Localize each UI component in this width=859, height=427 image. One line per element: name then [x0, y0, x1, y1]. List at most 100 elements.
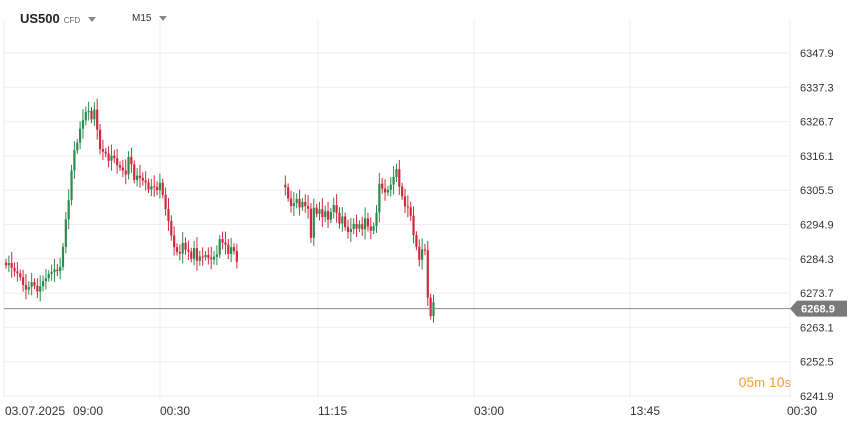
- x-tick-label: 13:45: [630, 404, 660, 418]
- candles: [4, 98, 435, 323]
- candle-body: [178, 252, 181, 254]
- y-tick-label: 6273.7: [800, 288, 834, 300]
- candle-body: [201, 256, 204, 258]
- candle-body: [121, 167, 124, 171]
- candle-body: [41, 281, 45, 287]
- candle-body: [341, 216, 344, 224]
- candle-body: [70, 170, 73, 201]
- candle-body: [181, 242, 184, 254]
- candle-body: [33, 282, 36, 286]
- candle-body: [312, 207, 315, 238]
- symbol-selector[interactable]: US500 CFD: [20, 11, 97, 26]
- candle-body: [153, 186, 156, 188]
- interval-dropdown-icon: [159, 15, 168, 21]
- candle-body: [30, 282, 33, 287]
- candle-body: [409, 207, 412, 216]
- y-tick-label: 6337.3: [800, 82, 834, 94]
- candle-body: [124, 170, 127, 175]
- candle-body: [309, 208, 313, 238]
- candle-body: [164, 194, 167, 209]
- countdown-minutes: 05: [738, 374, 755, 390]
- candle-body: [90, 110, 93, 120]
- candle-body: [412, 215, 415, 236]
- candle-body: [398, 169, 401, 187]
- candle-body: [167, 208, 170, 221]
- x-tick-label: 00:30: [787, 404, 817, 418]
- y-tick-label: 6263.1: [800, 322, 834, 334]
- candle-body: [130, 156, 133, 165]
- candle-body: [138, 175, 142, 178]
- candle-body: [349, 229, 352, 232]
- candle-body: [372, 226, 375, 231]
- candle-body: [113, 155, 116, 159]
- candle-body: [198, 256, 201, 261]
- candle-body: [346, 227, 350, 232]
- candle-body: [204, 254, 207, 258]
- candle-body: [24, 285, 28, 290]
- candle-body: [10, 263, 13, 268]
- candle-body: [195, 248, 199, 261]
- candle-body: [298, 198, 301, 208]
- candle-body: [210, 257, 213, 260]
- candle-body: [324, 211, 327, 218]
- candle-body: [47, 274, 50, 279]
- y-tick-label: 6305.5: [800, 185, 834, 197]
- interval-selector[interactable]: M15: [132, 13, 168, 24]
- candle-body: [338, 212, 341, 224]
- x-tick-label: 03.07.2025: [5, 404, 65, 418]
- candle-body: [375, 212, 378, 227]
- candle-body: [110, 155, 113, 161]
- candle-body: [381, 183, 384, 189]
- candle-body: [118, 165, 122, 168]
- candle-body: [27, 286, 30, 290]
- candle-body: [287, 187, 290, 199]
- candle-body: [175, 247, 179, 253]
- current-price-label: 6268.9: [801, 304, 835, 316]
- y-tick-label: 6316.1: [800, 151, 834, 163]
- current-price-tag-shape: [790, 300, 847, 317]
- candle-body: [19, 273, 22, 278]
- candle-body: [304, 201, 307, 207]
- candle-body: [187, 249, 190, 252]
- y-axis: 6347.9 6337.3 6326.7 6316.1 6305.5 6294.9 6284…: [800, 48, 834, 403]
- candle-body: [318, 209, 321, 214]
- candle-body: [332, 205, 335, 212]
- candle-body: [50, 272, 53, 275]
- candle-body: [93, 109, 96, 120]
- x-axis: 03.07.2025 09:00 00:30 11:15 03:00 13:45 00:30: [5, 404, 817, 418]
- candle-body: [39, 286, 42, 292]
- candle-body: [315, 207, 318, 214]
- candle-body: [127, 156, 130, 175]
- candle-body: [307, 206, 310, 209]
- candle-body: [383, 188, 387, 193]
- candle-body: [79, 128, 82, 143]
- candle-body: [173, 235, 176, 248]
- y-tick-label: 6347.9: [800, 48, 834, 60]
- candle-body: [190, 251, 193, 259]
- x-tick-label: 00:30: [160, 404, 190, 418]
- candle-body: [104, 151, 107, 154]
- candle-body: [207, 254, 210, 258]
- candle-body: [358, 224, 361, 229]
- interval-label: M15: [132, 13, 152, 24]
- x-tick-label: 09:00: [73, 404, 103, 418]
- candle-body: [61, 246, 65, 267]
- candle-body: [403, 196, 407, 207]
- symbol-tag: CFD: [63, 16, 81, 25]
- candle-body: [230, 247, 233, 254]
- candle-body: [16, 271, 19, 274]
- candle-body: [329, 211, 332, 220]
- candle-body: [289, 198, 293, 207]
- candle-body: [301, 201, 304, 208]
- candle-countdown: 05m 10s: [739, 374, 791, 390]
- candle-body: [13, 267, 16, 272]
- candle-body: [158, 182, 161, 191]
- countdown-seconds: 10: [768, 374, 785, 390]
- candle-body: [361, 224, 364, 230]
- candle-body: [352, 223, 355, 230]
- candle-body: [81, 120, 85, 129]
- candle-body: [344, 216, 347, 228]
- candle-body: [133, 164, 136, 180]
- candle-body: [378, 183, 381, 213]
